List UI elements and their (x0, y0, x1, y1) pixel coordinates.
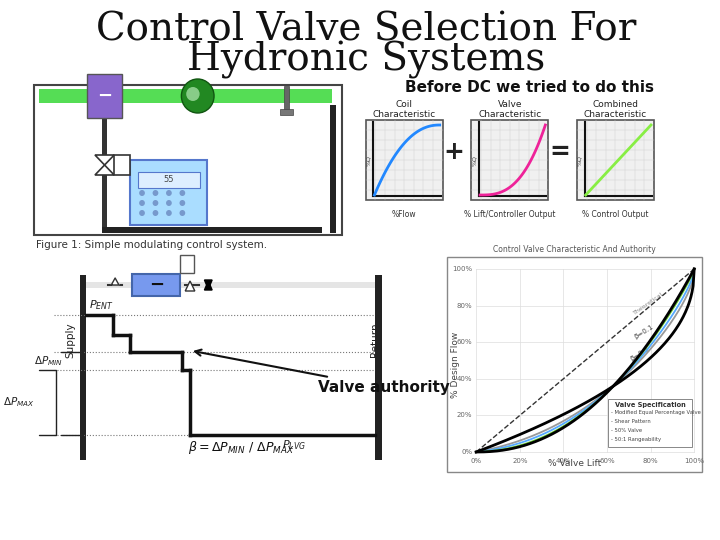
Polygon shape (185, 281, 195, 291)
Text: Theoretical: Theoretical (633, 292, 665, 316)
Text: %Q: %Q (472, 154, 477, 165)
Polygon shape (204, 280, 212, 289)
Circle shape (186, 87, 199, 101)
Text: %Flow: %Flow (392, 210, 416, 219)
Bar (284, 86, 289, 111)
Bar (181, 255, 194, 273)
Polygon shape (95, 165, 114, 175)
Bar (102, 175, 107, 233)
Text: 60%: 60% (599, 458, 615, 464)
Bar (114, 155, 130, 175)
Text: Before DC we tried to do this: Before DC we tried to do this (405, 79, 654, 94)
Bar (132, 274, 181, 296)
Text: −: − (149, 276, 164, 294)
Circle shape (166, 200, 172, 206)
Bar (330, 105, 336, 233)
Polygon shape (112, 278, 119, 285)
Circle shape (139, 210, 145, 216)
Bar (138, 172, 199, 188)
Text: Hydronic Systems: Hydronic Systems (186, 41, 545, 79)
Text: 20%: 20% (457, 413, 472, 418)
Text: β=0.3: β=0.3 (629, 345, 650, 361)
Text: Figure 1: Simple modulating control system.: Figure 1: Simple modulating control syst… (37, 240, 268, 250)
Bar (35, 85, 342, 235)
Circle shape (153, 190, 158, 196)
Text: 55: 55 (163, 176, 174, 185)
Bar (86, 282, 375, 288)
Circle shape (181, 79, 214, 113)
Bar (87, 74, 122, 118)
Bar (375, 275, 382, 460)
Circle shape (166, 210, 172, 216)
Text: +: + (444, 140, 464, 164)
Text: Supply: Supply (65, 322, 75, 358)
Bar (102, 227, 322, 233)
Text: 80%: 80% (456, 302, 472, 308)
Bar (577, 120, 654, 200)
Text: Valve authority: Valve authority (195, 349, 449, 395)
Text: 100%: 100% (452, 266, 472, 272)
Circle shape (166, 190, 172, 196)
Circle shape (179, 210, 185, 216)
Text: 40%: 40% (556, 458, 571, 464)
Text: 0%: 0% (462, 449, 472, 455)
Text: $P_{ENT}$: $P_{ENT}$ (89, 298, 114, 312)
Text: 40%: 40% (457, 376, 472, 382)
Bar (40, 89, 332, 103)
Bar (447, 257, 702, 472)
Bar (80, 275, 86, 460)
Polygon shape (95, 155, 114, 165)
Circle shape (139, 200, 145, 206)
Bar (280, 109, 293, 115)
Text: - Modified Equal Percentage Valve: - Modified Equal Percentage Valve (611, 410, 701, 415)
Text: −: − (97, 87, 112, 105)
Text: Control Valve Selection For: Control Valve Selection For (96, 11, 636, 49)
Text: Coil
Characteristic: Coil Characteristic (372, 99, 436, 119)
Text: Valve Specification: Valve Specification (615, 402, 685, 408)
Bar (366, 120, 443, 200)
Text: % Design Flow: % Design Flow (451, 332, 459, 397)
Text: $\Delta P_{MIN}$: $\Delta P_{MIN}$ (35, 354, 63, 368)
Text: - Shear Pattern: - Shear Pattern (611, 419, 650, 424)
Bar (130, 160, 207, 225)
Bar (608, 399, 693, 447)
Text: β=0.1: β=0.1 (633, 323, 654, 340)
Circle shape (139, 190, 145, 196)
Circle shape (179, 200, 185, 206)
Text: =: = (549, 140, 570, 164)
Text: $\Delta P_{MAX}$: $\Delta P_{MAX}$ (3, 396, 35, 409)
Text: Return: Return (370, 323, 380, 357)
Text: $P_{LVG}$: $P_{LVG}$ (282, 438, 306, 452)
Text: $\beta= \Delta P_{MIN}\ /\ \Delta P_{MAX}$: $\beta= \Delta P_{MIN}\ /\ \Delta P_{MAX… (188, 440, 294, 456)
Circle shape (153, 210, 158, 216)
Text: %Q: %Q (366, 154, 371, 165)
Bar (102, 103, 107, 155)
Text: % Control Output: % Control Output (582, 210, 649, 219)
Text: - 50% Valve: - 50% Valve (611, 428, 642, 433)
Circle shape (179, 190, 185, 196)
Polygon shape (204, 281, 212, 290)
Text: 0%: 0% (471, 458, 482, 464)
Text: 20%: 20% (512, 458, 528, 464)
Circle shape (153, 200, 158, 206)
Text: % Lift/Controller Output: % Lift/Controller Output (464, 210, 556, 219)
Text: - 50:1 Rangeability: - 50:1 Rangeability (611, 437, 661, 442)
Text: 80%: 80% (643, 458, 658, 464)
Text: % Valve Lift: % Valve Lift (548, 459, 601, 468)
Text: 100%: 100% (684, 458, 704, 464)
Text: %Q: %Q (577, 154, 582, 165)
Bar (472, 120, 548, 200)
Text: Valve
Characteristic: Valve Characteristic (478, 99, 541, 119)
Text: Combined
Characteristic: Combined Characteristic (584, 99, 647, 119)
Text: Control Valve Characteristic And Authority: Control Valve Characteristic And Authori… (493, 245, 656, 254)
Text: 60%: 60% (456, 339, 472, 345)
